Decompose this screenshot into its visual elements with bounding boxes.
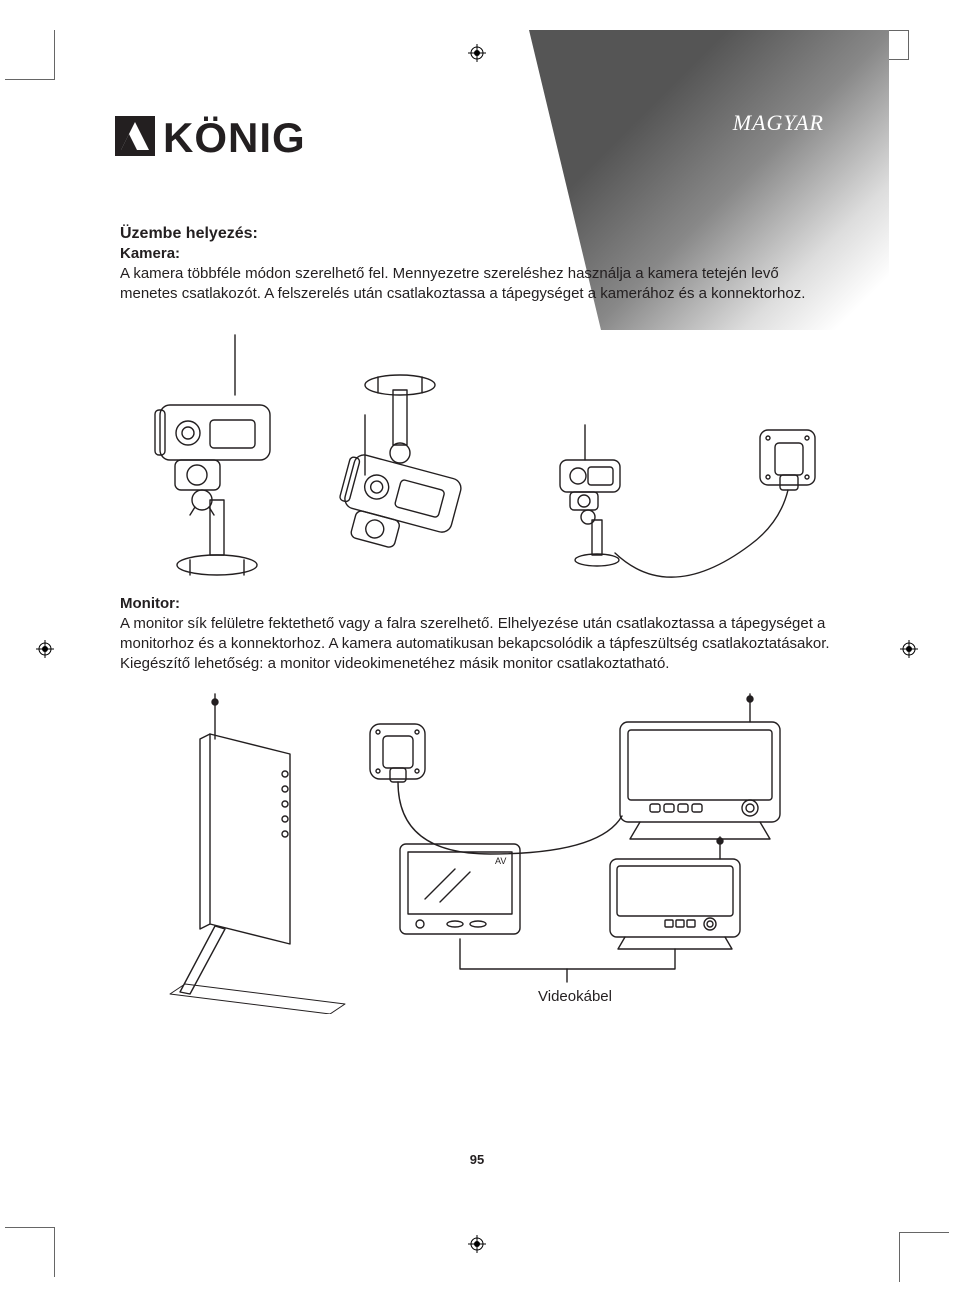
registration-mark-icon <box>900 640 918 658</box>
video-cable-caption: Videokábel <box>490 988 660 1005</box>
registration-mark-icon <box>36 640 54 658</box>
brand-name: KÖNIG <box>163 114 306 162</box>
language-label: MAGYAR <box>733 110 824 136</box>
camera-illustration <box>120 315 840 595</box>
section-title: Üzembe helyezés: <box>120 225 840 243</box>
av-label: AV <box>495 856 506 866</box>
registration-mark-icon <box>468 1235 486 1253</box>
page-number: 95 <box>470 1152 484 1167</box>
camera-body: A kamera többféle módon szerelhető fel. … <box>120 264 840 305</box>
camera-heading: Kamera: <box>120 245 840 262</box>
crop-mark-top-left <box>5 30 55 80</box>
monitor-heading: Monitor: <box>120 595 840 612</box>
crop-mark-bottom-left <box>5 1227 55 1277</box>
registration-mark-icon <box>468 44 486 62</box>
page-content: Üzembe helyezés: Kamera: A kamera többfé… <box>120 225 840 1014</box>
brand-logo: KÖNIG <box>115 108 335 173</box>
crop-mark-bottom-right <box>899 1232 949 1282</box>
monitor-illustration: AV <box>120 684 840 1014</box>
monitor-body: A monitor sík felületre fektethető vagy … <box>120 614 840 675</box>
